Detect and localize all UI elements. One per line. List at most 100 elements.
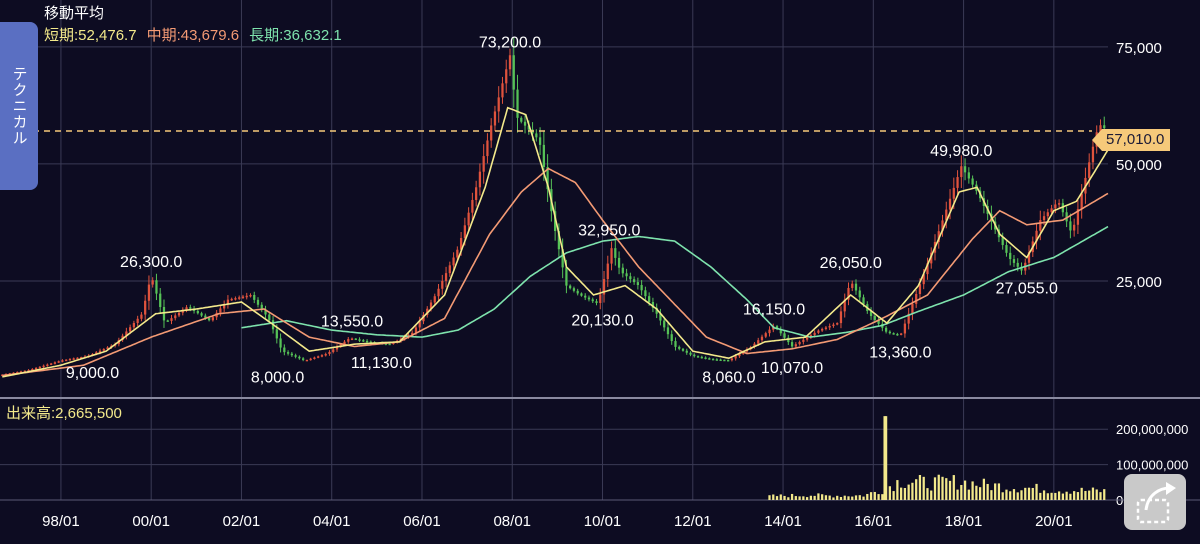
candle-body <box>463 225 466 239</box>
price-annotation: 20,130.0 <box>571 313 633 330</box>
volume-bar <box>915 479 918 500</box>
candle-body <box>1012 259 1016 263</box>
candle-body <box>65 359 68 362</box>
candle-body <box>313 357 316 359</box>
technical-tab-label: テクニカル <box>10 66 28 146</box>
candle-body <box>98 350 102 353</box>
candle-body <box>877 319 880 324</box>
candle-body <box>967 172 970 179</box>
candle-body <box>155 280 158 294</box>
volume-bar <box>922 476 925 500</box>
volume-bar <box>1009 491 1012 500</box>
candle-body <box>245 295 248 298</box>
candle-body <box>576 290 579 294</box>
candle-body <box>211 317 215 321</box>
candle-body <box>580 293 583 296</box>
candle-body <box>234 298 237 300</box>
candle-body <box>896 333 899 336</box>
candle-body <box>159 293 162 308</box>
candle-body <box>843 299 846 312</box>
candle-body <box>241 296 245 299</box>
volume-bar <box>900 487 903 500</box>
candle-body <box>490 125 493 141</box>
candle-body <box>813 332 816 336</box>
volume-bar <box>892 491 895 500</box>
candle-body <box>1088 162 1091 178</box>
candle-body <box>760 336 764 341</box>
share-button[interactable] <box>1124 474 1186 530</box>
candle-body <box>350 338 354 341</box>
price-annotation: 27,055.0 <box>996 280 1058 297</box>
candle-body <box>824 327 828 329</box>
candle-body <box>817 330 820 333</box>
candle-body <box>738 353 741 357</box>
volume-bar <box>854 495 858 500</box>
candle-body <box>907 313 910 324</box>
candle-body <box>617 257 621 268</box>
candle-body <box>557 230 561 250</box>
volume-bar <box>1069 493 1072 500</box>
candle-body <box>1016 262 1019 267</box>
candle-body <box>95 352 98 354</box>
candle-body <box>606 263 609 280</box>
candle-body <box>279 338 282 348</box>
candle-body <box>779 328 782 334</box>
x-tick-label: 16/01 <box>855 513 893 530</box>
volume-bar <box>1039 492 1042 500</box>
candle-body <box>625 273 628 277</box>
volume-bar <box>843 495 846 500</box>
current-price-tag: 57,010.0 <box>1092 129 1171 151</box>
volume-bar <box>866 493 869 500</box>
volume-bar <box>1076 492 1080 500</box>
candle-body <box>177 312 181 316</box>
candle-body <box>46 364 49 367</box>
volume-bar <box>1001 492 1004 500</box>
y-tick-label: 25,000 <box>1116 274 1162 291</box>
candle-body <box>53 362 57 364</box>
candle-body <box>836 323 839 325</box>
candle-body <box>475 187 478 200</box>
volume-bar <box>1054 492 1057 500</box>
volume-bar <box>779 494 782 500</box>
candle-body <box>764 333 767 337</box>
candle-body <box>569 285 572 289</box>
candle-body <box>794 344 797 347</box>
candle-body <box>290 353 293 356</box>
candle-body <box>802 339 805 342</box>
volume-bar <box>888 486 891 500</box>
candle-body <box>1027 252 1031 263</box>
candle-body <box>655 307 658 314</box>
volume-bar <box>926 488 929 500</box>
volume-bar <box>960 484 963 500</box>
candle-body <box>223 304 226 309</box>
price-annotation: 16,150.0 <box>743 301 805 318</box>
candle-body <box>535 133 538 138</box>
volume-bar <box>948 480 952 500</box>
candle-body <box>309 358 312 361</box>
volume-bar <box>798 496 801 500</box>
technical-tab[interactable]: テクニカル <box>0 22 38 190</box>
volume-bar <box>937 474 940 500</box>
ma-mid-line <box>2 167 1109 377</box>
candle-body <box>459 238 463 250</box>
candle-body <box>392 342 395 345</box>
candle-body <box>1046 212 1049 217</box>
candle-body <box>681 348 685 351</box>
candle-body <box>1057 203 1061 205</box>
volume-bar <box>847 496 850 500</box>
candle-body <box>102 349 105 351</box>
volume-bar <box>982 478 986 500</box>
candle-body <box>693 354 696 357</box>
price-annotation: 8,060.0 <box>702 369 755 386</box>
candle-body <box>68 358 72 361</box>
candle-body <box>365 340 369 343</box>
price-annotation: 73,200.0 <box>479 34 541 51</box>
volume-bar <box>802 496 805 500</box>
candle-body <box>422 314 425 322</box>
candle-body <box>723 359 726 362</box>
candle-body <box>971 178 974 185</box>
candle-body <box>144 300 147 315</box>
volume-bar <box>832 497 835 500</box>
candle-body <box>614 248 617 258</box>
